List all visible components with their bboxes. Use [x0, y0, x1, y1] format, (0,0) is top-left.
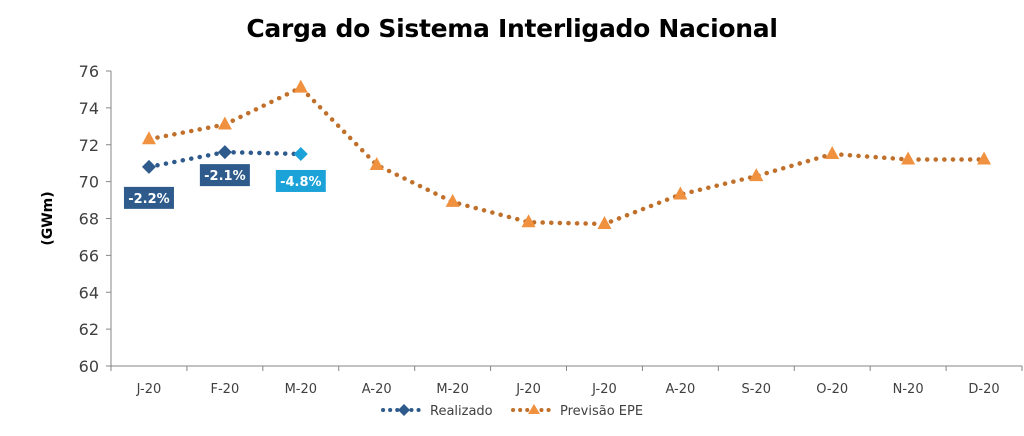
x-tick-label: A-20 — [665, 382, 695, 397]
previsao-point — [141, 131, 156, 145]
annotation-box — [275, 169, 326, 192]
x-tick-label: M-20 — [436, 382, 468, 397]
annotation-box — [123, 186, 174, 209]
previsao-point — [977, 151, 992, 165]
x-tick-label: N-20 — [893, 382, 924, 397]
previsao-point — [521, 214, 536, 228]
x-tick-label: F-20 — [211, 382, 240, 397]
y-axis-title: (GWm) — [40, 191, 56, 245]
legend-realizado-label: Realizado — [430, 404, 493, 419]
series-line-previsao — [146, 84, 987, 227]
previsao-point — [901, 151, 916, 165]
annotation-label: -4.8% — [280, 175, 321, 190]
chart-title: Carga do Sistema Interligado Nacional — [246, 14, 778, 43]
x-tick-label: J-20 — [591, 382, 617, 397]
x-tick-label: D-20 — [968, 382, 999, 397]
y-tick-label: 64 — [79, 283, 99, 302]
previsao-point — [369, 157, 384, 171]
realizado-point — [217, 145, 232, 160]
previsao-point — [673, 186, 688, 200]
y-tick-label: 74 — [79, 99, 99, 118]
legend-previsao-marker — [528, 404, 540, 414]
y-tick-label: 62 — [79, 320, 99, 339]
legend-realizado-marker — [398, 404, 410, 416]
annotation-label: -2.1% — [204, 169, 245, 184]
annotation-box — [199, 164, 250, 187]
y-tick-label: 68 — [79, 210, 99, 229]
previsao-point — [445, 193, 460, 207]
previsao-point — [597, 216, 612, 230]
y-tick-label: 72 — [79, 136, 99, 155]
x-tick-label: O-20 — [816, 382, 848, 397]
previsao-point — [217, 116, 232, 130]
previsao-point — [293, 79, 308, 93]
annotation-label: -2.2% — [128, 192, 169, 207]
y-tick-label: 76 — [79, 62, 99, 81]
x-tick-label: A-20 — [362, 382, 392, 397]
x-tick-label: S-20 — [742, 382, 772, 397]
previsao-point — [749, 168, 764, 182]
realizado-point — [293, 146, 308, 161]
x-tick-label: J-20 — [515, 382, 541, 397]
y-tick-label: 66 — [79, 246, 99, 265]
y-tick-label: 70 — [79, 173, 99, 192]
x-tick-label: J-20 — [136, 382, 162, 397]
x-tick-label: M-20 — [285, 382, 317, 397]
legend-previsao-label: Previsão EPE — [560, 404, 643, 419]
y-tick-label: 60 — [79, 357, 99, 376]
previsao-point — [825, 145, 840, 159]
realizado-point — [141, 159, 156, 174]
